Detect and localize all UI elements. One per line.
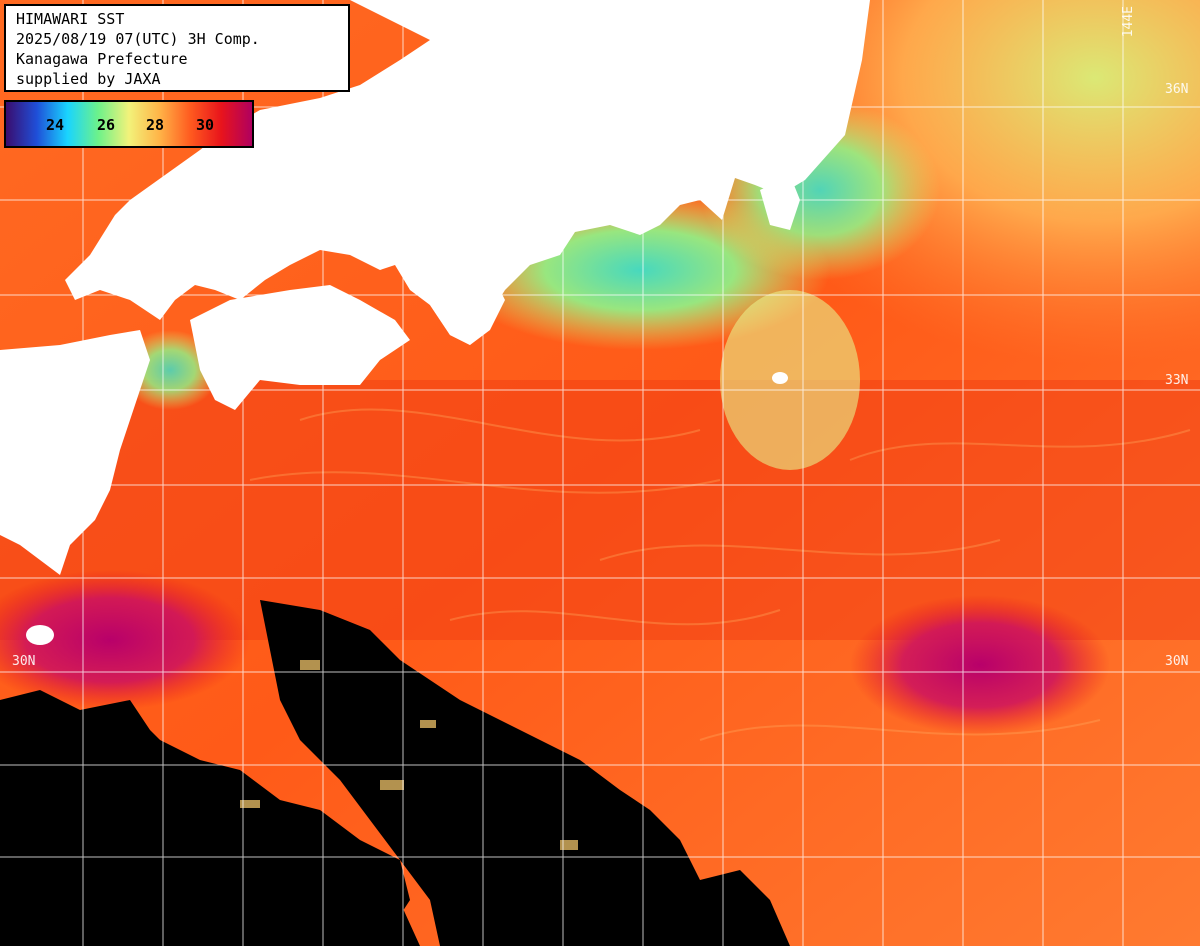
legend-gradient: [6, 102, 252, 146]
legend-tick-30: 30: [196, 116, 215, 134]
timestamp: 2025/08/19 07(UTC) 3H Comp.: [16, 30, 260, 48]
legend-tick-26: 26: [97, 116, 116, 134]
kii-peninsula: [400, 225, 505, 345]
hot-spot-west: [0, 570, 250, 710]
izu-peninsula: [760, 175, 800, 230]
lat-label-33-left: 33: [10, 373, 26, 388]
cloud-mask: [0, 600, 790, 946]
lon-label-144e: 144E: [1121, 6, 1136, 38]
data-credit: supplied by JAXA: [16, 70, 161, 88]
lat-label-36n: 36N: [1165, 82, 1189, 97]
kyushu: [0, 330, 150, 575]
land: [0, 0, 870, 645]
island-1: [26, 625, 54, 645]
legend-tick-24: 24: [46, 116, 65, 134]
hot-spot-east: [850, 595, 1110, 735]
lat-label-33n: 33N: [1165, 373, 1189, 388]
honshu: [65, 0, 870, 345]
product-title: HIMAWARI SST: [16, 10, 125, 28]
shikoku: [190, 285, 410, 410]
lat-label-30n-left: 30N: [12, 654, 36, 669]
cool-tongue: [720, 290, 860, 470]
island-2: [772, 372, 788, 384]
lat-label-30n-right: 30N: [1165, 654, 1189, 669]
info-box: HIMAWARI SST 2025/08/19 07(UTC) 3H Comp.…: [4, 4, 350, 92]
lon-label-136e: 136E: [480, 6, 495, 38]
cloud-edge-highlights: [240, 660, 578, 850]
legend-tick-28: 28: [146, 116, 165, 134]
temperature-legend: 24 26 28 30: [4, 100, 254, 148]
source-org: Kanagawa Prefecture: [16, 50, 188, 68]
